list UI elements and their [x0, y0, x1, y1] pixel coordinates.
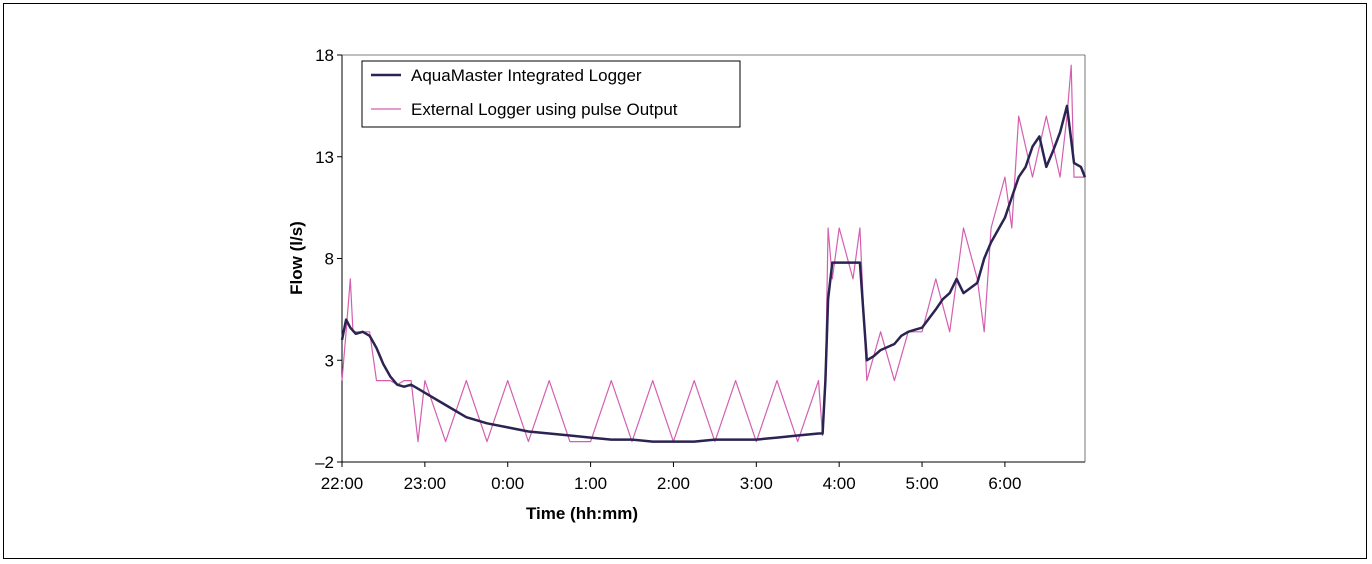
- x-ticks: 22:00 23:00 0:00 1:00 2:00 3:00 4:00 5:00 6:00: [321, 462, 1021, 493]
- y-ticks: –2 3 8 13 18: [315, 46, 342, 472]
- x-axis-title: Time (hh:mm): [526, 504, 638, 523]
- x-tick-label: 5:00: [905, 474, 938, 493]
- y-tick-label: 8: [325, 250, 334, 269]
- legend: AquaMaster Integrated Logger External Lo…: [361, 60, 741, 128]
- x-tick-label: 2:00: [657, 474, 690, 493]
- legend-label-external: External Logger using pulse Output: [411, 100, 678, 119]
- y-tick-label: 13: [315, 148, 334, 167]
- x-tick-label: 22:00: [321, 474, 364, 493]
- x-tick-label: 23:00: [404, 474, 447, 493]
- y-axis-title: Flow (l/s): [287, 221, 306, 295]
- x-tick-label: 6:00: [988, 474, 1021, 493]
- chart-frame: [3, 3, 1367, 559]
- x-tick-label: 0:00: [491, 474, 524, 493]
- x-tick-label: 1:00: [574, 474, 607, 493]
- y-tick-label: 3: [325, 351, 334, 370]
- x-tick-label: 4:00: [823, 474, 856, 493]
- y-tick-label: 18: [315, 46, 334, 65]
- x-tick-label: 3:00: [740, 474, 773, 493]
- legend-box: [361, 60, 741, 128]
- series-line-external: [341, 64, 1085, 443]
- legend-label-integrated: AquaMaster Integrated Logger: [411, 66, 642, 85]
- series-line-integrated: [340, 104, 1087, 443]
- y-tick-label: –2: [315, 453, 334, 472]
- series-layer: [340, 64, 1087, 443]
